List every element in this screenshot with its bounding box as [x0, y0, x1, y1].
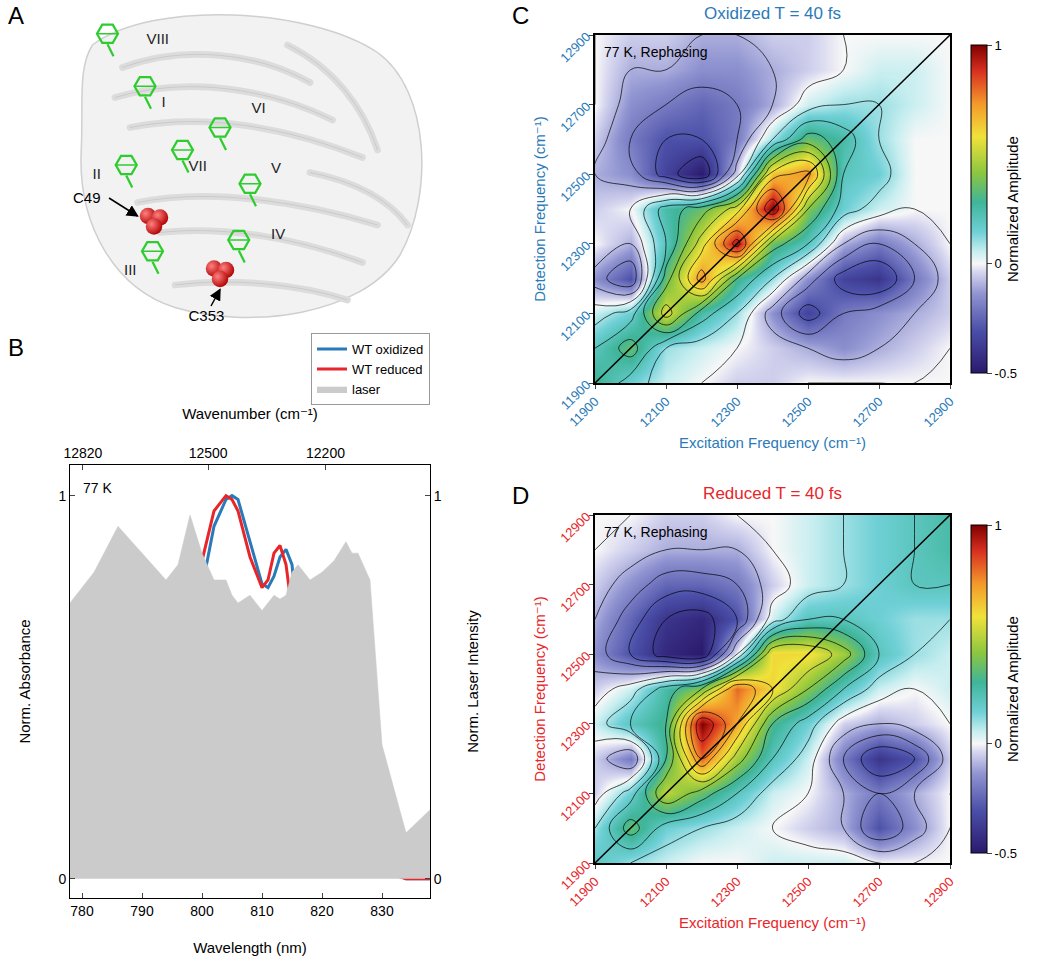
svg-text:I: I — [162, 93, 166, 110]
svg-text:WT reduced: WT reduced — [352, 362, 423, 377]
svg-text:12500: 12500 — [779, 874, 815, 910]
svg-text:Wavelength (nm): Wavelength (nm) — [193, 939, 307, 956]
svg-text:12200: 12200 — [306, 445, 345, 461]
svg-text:12500: 12500 — [557, 168, 593, 204]
svg-text:12900: 12900 — [557, 29, 593, 65]
svg-text:0: 0 — [434, 871, 442, 887]
svg-text:12820: 12820 — [63, 445, 102, 461]
svg-text:12100: 12100 — [637, 394, 673, 430]
svg-text:12300: 12300 — [708, 874, 744, 910]
svg-text:Detection Frequency (cm⁻¹): Detection Frequency (cm⁻¹) — [531, 596, 548, 781]
svg-text:12500: 12500 — [557, 648, 593, 684]
svg-text:laser: laser — [352, 382, 381, 397]
svg-text:11900: 11900 — [566, 394, 601, 429]
svg-text:VI: VI — [252, 99, 266, 116]
svg-text:12700: 12700 — [557, 579, 593, 615]
html-text:C: C — [512, 2, 530, 29]
svg-text:IV: IV — [271, 225, 285, 242]
svg-text:-0.5: -0.5 — [995, 846, 1017, 861]
svg-text:II: II — [93, 165, 101, 182]
svg-text:Norm. Absorbance: Norm. Absorbance — [16, 619, 33, 743]
svg-text:C353: C353 — [189, 307, 225, 324]
svg-text:790: 790 — [130, 903, 154, 919]
svg-text:12900: 12900 — [557, 509, 593, 545]
svg-text:WT oxidized: WT oxidized — [352, 342, 423, 357]
svg-text:780: 780 — [70, 903, 94, 919]
svg-text:Excitation Frequency (cm⁻¹): Excitation Frequency (cm⁻¹) — [679, 914, 866, 931]
svg-text:12300: 12300 — [557, 238, 593, 274]
svg-text:1: 1 — [58, 488, 66, 504]
svg-text:Normalized Amplitude: Normalized Amplitude — [1004, 616, 1021, 762]
svg-text:12700: 12700 — [850, 394, 886, 430]
svg-text:11900: 11900 — [566, 874, 601, 909]
svg-text:77 K: 77 K — [83, 480, 112, 496]
svg-text:VII: VII — [189, 157, 207, 174]
svg-text:12100: 12100 — [557, 788, 593, 824]
svg-text:77 K, Rephasing: 77 K, Rephasing — [604, 524, 708, 540]
svg-text:12900: 12900 — [921, 394, 957, 430]
svg-text:Excitation Frequency (cm⁻¹): Excitation Frequency (cm⁻¹) — [679, 434, 866, 451]
svg-text:III: III — [124, 261, 137, 278]
svg-text:12500: 12500 — [189, 445, 228, 461]
svg-text:12900: 12900 — [921, 874, 957, 910]
svg-text:12100: 12100 — [557, 308, 593, 344]
svg-text:12100: 12100 — [637, 874, 673, 910]
svg-text:Detection Frequency (cm⁻¹): Detection Frequency (cm⁻¹) — [531, 116, 548, 301]
html-text:A: A — [8, 2, 24, 29]
svg-text:0: 0 — [995, 256, 1002, 271]
svg-text:800: 800 — [190, 903, 214, 919]
svg-text:1: 1 — [995, 518, 1002, 533]
svg-text:0: 0 — [995, 736, 1002, 751]
html-text:D: D — [512, 482, 530, 509]
svg-text:Norm. Laser Intensity: Norm. Laser Intensity — [464, 610, 481, 753]
svg-text:Wavenumber (cm⁻¹): Wavenumber (cm⁻¹) — [182, 405, 318, 422]
svg-text:-0.5: -0.5 — [995, 366, 1017, 381]
html-text:B: B — [8, 334, 24, 361]
svg-text:11900: 11900 — [558, 857, 593, 892]
svg-text:Normalized Amplitude: Normalized Amplitude — [1004, 136, 1021, 282]
svg-text:Oxidized T = 40 fs: Oxidized T = 40 fs — [704, 4, 841, 23]
svg-text:VIII: VIII — [147, 30, 170, 47]
svg-text:820: 820 — [310, 903, 334, 919]
svg-text:810: 810 — [250, 903, 274, 919]
svg-text:12700: 12700 — [557, 99, 593, 135]
svg-text:V: V — [271, 159, 281, 176]
svg-text:12300: 12300 — [708, 394, 744, 430]
svg-text:12300: 12300 — [557, 718, 593, 754]
svg-text:0: 0 — [58, 871, 66, 887]
svg-text:C49: C49 — [73, 189, 101, 206]
svg-text:11900: 11900 — [558, 377, 593, 412]
svg-text:1: 1 — [995, 38, 1002, 53]
svg-text:1: 1 — [434, 488, 442, 504]
svg-text:Reduced T = 40 fs: Reduced T = 40 fs — [703, 484, 842, 503]
svg-text:12700: 12700 — [850, 874, 886, 910]
svg-text:77 K, Rephasing: 77 K, Rephasing — [604, 44, 708, 60]
svg-text:830: 830 — [370, 903, 394, 919]
svg-text:12500: 12500 — [779, 394, 815, 430]
